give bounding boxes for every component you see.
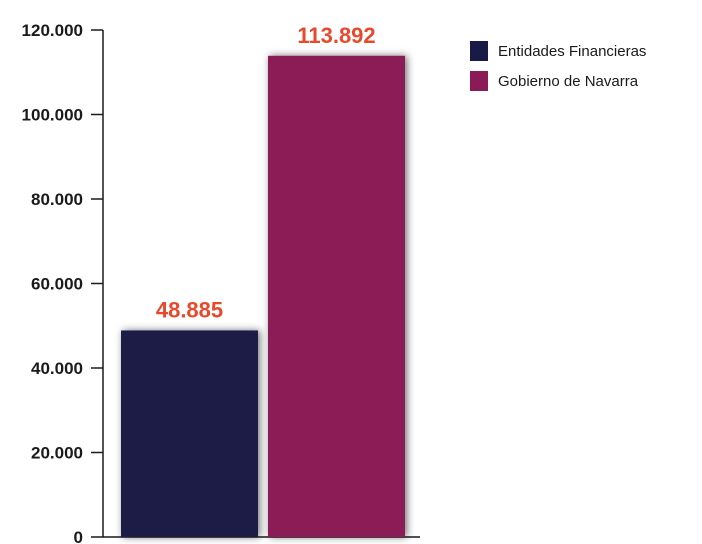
data-labels: 48.885 113.892 <box>156 23 376 323</box>
legend-label-gobierno-de-navarra: Gobierno de Navarra <box>498 72 639 90</box>
y-tick-label: 120.000 <box>22 21 83 40</box>
data-label-entidades-financieras: 48.885 <box>156 297 223 322</box>
y-tick-label: 0 <box>74 528 83 544</box>
legend-item-entidades-financieras: Entidades Financieras <box>470 41 646 61</box>
legend-item-gobierno-de-navarra: Gobierno de Navarra <box>470 71 646 91</box>
bar-entidades-financieras <box>121 330 258 537</box>
y-tick-label: 20.000 <box>31 444 83 463</box>
legend-swatch-entidades-financieras <box>470 41 488 61</box>
bar-gobierno-de-navarra <box>268 55 405 537</box>
y-tick-label: 60.000 <box>31 275 83 294</box>
bars <box>121 55 405 537</box>
y-axis: 0 20.000 40.000 60.000 80.000 100.000 120.000 <box>22 21 420 544</box>
legend: Entidades Financieras Gobierno de Navarr… <box>470 41 646 101</box>
y-tick-label: 100.000 <box>22 106 83 125</box>
data-label-gobierno-de-navarra: 113.892 <box>297 23 375 48</box>
y-tick-label: 80.000 <box>31 190 83 209</box>
y-tick-label: 40.000 <box>31 359 83 378</box>
legend-swatch-gobierno-de-navarra <box>470 71 488 91</box>
legend-label-entidades-financieras: Entidades Financieras <box>498 42 647 60</box>
